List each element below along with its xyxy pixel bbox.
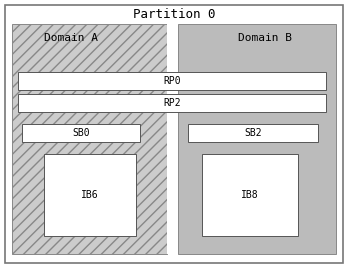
Bar <box>22 124 140 142</box>
Text: Domain A: Domain A <box>44 33 98 43</box>
Text: Domain B: Domain B <box>238 33 292 43</box>
Text: IB6: IB6 <box>81 190 99 200</box>
Text: Partition 0: Partition 0 <box>133 8 215 20</box>
Text: RP2: RP2 <box>163 98 181 108</box>
Bar <box>178 24 336 254</box>
Bar <box>18 94 326 112</box>
Bar <box>202 154 298 236</box>
Bar <box>44 154 136 236</box>
Text: SB2: SB2 <box>244 128 262 138</box>
Bar <box>188 124 318 142</box>
Text: SB0: SB0 <box>72 128 90 138</box>
Text: IB8: IB8 <box>241 190 259 200</box>
Bar <box>167 24 178 254</box>
Bar <box>18 72 326 90</box>
Text: RP0: RP0 <box>163 76 181 86</box>
Bar <box>12 24 167 254</box>
